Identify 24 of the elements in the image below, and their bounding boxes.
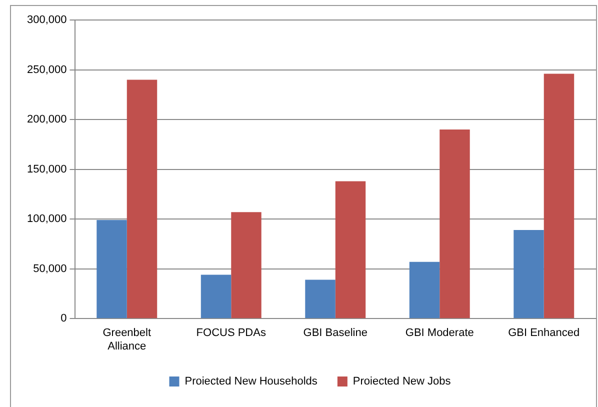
y-tick-label: 300,000 xyxy=(26,14,67,26)
bar xyxy=(335,181,366,318)
x-tick-label: GBI Enhanced xyxy=(508,327,580,340)
y-tick-label: 50,000 xyxy=(33,262,67,275)
legend-label: Proiected New Jobs xyxy=(352,376,452,388)
y-tick-label: 250,000 xyxy=(26,64,67,76)
x-tick-label: FOCUS PDAs xyxy=(196,327,266,340)
x-tick-label: GBI Moderate xyxy=(405,327,474,340)
x-tick-label: Greenbelt Alliance xyxy=(102,327,152,352)
y-tick-label: 0 xyxy=(60,312,67,325)
y-tick-label: 100,000 xyxy=(26,213,67,226)
bar xyxy=(126,80,158,318)
y-tick-label: 200,000 xyxy=(26,114,67,126)
bar xyxy=(440,129,470,318)
bar xyxy=(409,262,440,318)
bar xyxy=(305,280,336,318)
bar xyxy=(200,274,232,318)
bar xyxy=(514,230,544,318)
bar xyxy=(96,220,127,318)
y-tick-label: 150,000 xyxy=(26,163,67,176)
bar xyxy=(544,74,574,318)
legend-label: Proiected New Households xyxy=(184,376,318,388)
bar xyxy=(231,212,262,318)
x-tick-label: GBI Baseline xyxy=(303,327,368,340)
